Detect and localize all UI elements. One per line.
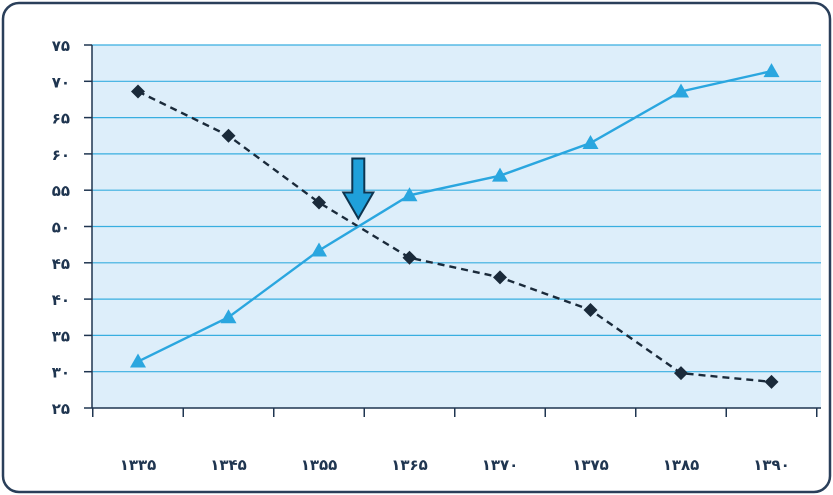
- x-tick-label: ۱۳۹۰: [753, 456, 790, 474]
- series: [130, 63, 780, 389]
- data-point-triangle: [130, 353, 146, 368]
- x-tick-label: ۱۳۸۵: [663, 456, 700, 474]
- data-point-diamond: [402, 250, 417, 265]
- annotations: [341, 157, 376, 221]
- x-tick-label: ۱۳۳۵: [120, 456, 157, 474]
- data-point-diamond: [221, 128, 236, 143]
- data-point-diamond: [493, 270, 507, 285]
- x-tick-label: ۱۳۵۵: [301, 456, 338, 474]
- y-tick-label: ۴۰: [52, 291, 70, 309]
- y-tick-label: ۵۵: [52, 182, 70, 200]
- x-tick-label: ۱۳۶۵: [391, 456, 428, 474]
- data-point-triangle: [311, 242, 327, 257]
- data-point-triangle: [401, 187, 418, 202]
- data-point-diamond: [583, 302, 598, 317]
- y-tick-label: ۶۵: [52, 110, 70, 128]
- y-tick-label: ۷۰: [52, 73, 70, 91]
- data-point-diamond: [312, 195, 326, 210]
- y-tick-label: ۵۰: [52, 219, 70, 237]
- data-point-triangle: [220, 309, 237, 324]
- data-point-triangle: [492, 167, 508, 182]
- arrow-annotation: [341, 157, 376, 221]
- y-tick-label: ۶۰: [52, 146, 70, 164]
- data-point-diamond: [674, 366, 688, 381]
- axes: ۲۵ ۳۰ ۳۵ ۴۰ ۴۵ ۵۰ ۵۵ ۶۰ ۶۵ ۷۰ ۷۵ ۱۳۳۵ ۱۳۴۵ ۱۳۵۵ ۱۳۶۵ ۱۳…: [52, 37, 821, 474]
- y-tick-label: ۴۵: [52, 255, 70, 273]
- x-tick-label: ۱۳۷۵: [572, 456, 609, 474]
- series-line: [137, 90, 772, 384]
- data-point-triangle: [673, 83, 689, 98]
- y-tick-label: ۳۰: [52, 364, 70, 382]
- y-tick-label: ۲۵: [52, 400, 70, 418]
- x-tick-label: ۱۳۷۰: [482, 456, 519, 474]
- data-point-diamond: [764, 374, 779, 389]
- data-point-triangle: [763, 63, 780, 78]
- data-point-diamond: [131, 84, 145, 99]
- series-line: [137, 69, 772, 363]
- gridlines: [92, 44, 821, 373]
- x-tick-label: ۱۳۴۵: [210, 456, 247, 474]
- y-tick-label: ۳۵: [52, 327, 70, 345]
- data-point-triangle: [582, 135, 599, 150]
- y-tick-label: ۷۵: [52, 37, 70, 55]
